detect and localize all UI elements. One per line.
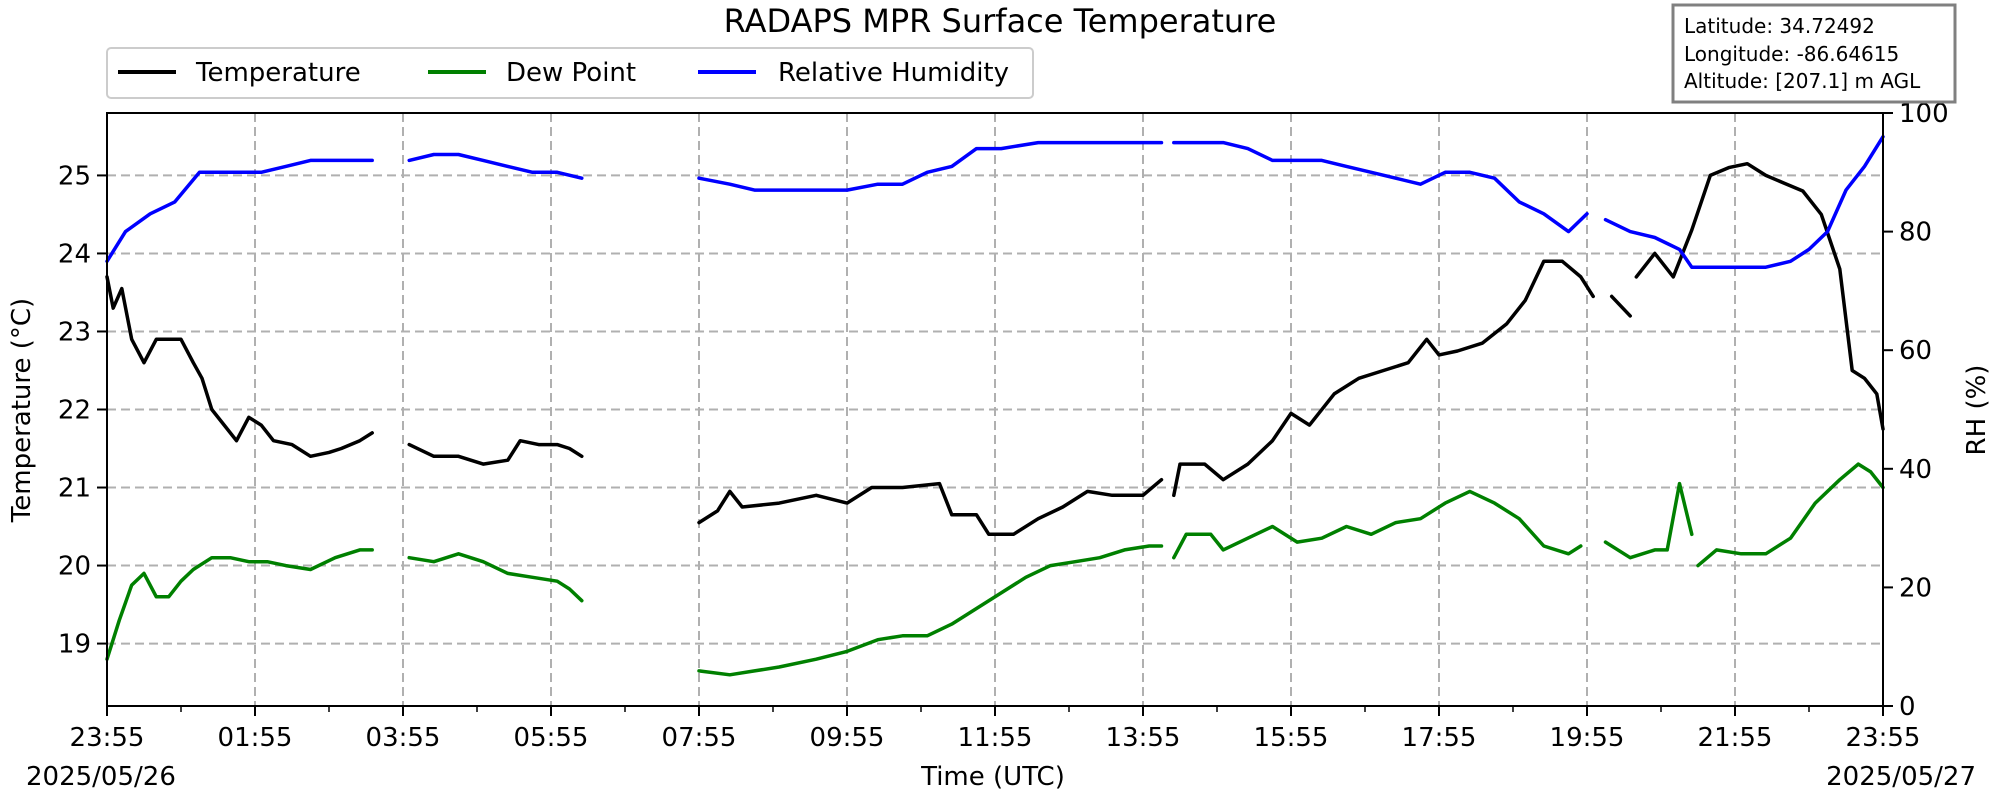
y-left-tick-label: 19 [58, 630, 91, 660]
series-line-temperature [1634, 161, 1885, 431]
x-tick-label: 11:55 [958, 723, 1033, 753]
series-line-dew-point [1603, 481, 1694, 560]
x-tick-label: 23:55 [1846, 723, 1921, 753]
series-line-temperature [697, 477, 1164, 537]
y-left-tick-label: 22 [58, 396, 91, 426]
legend-box [106, 47, 1034, 99]
x-tick-label: 19:55 [1550, 723, 1625, 753]
series-lines [105, 134, 1885, 677]
y-right-tick-label: 0 [1899, 692, 1916, 722]
station-info-box: Latitude: 34.72492 Longitude: -86.64615 … [1671, 3, 1957, 104]
x-tick-label: 23:55 [70, 723, 145, 753]
x-tick-label: 03:55 [366, 723, 441, 753]
legend-label-relative-humidity: Relative Humidity [778, 58, 1009, 88]
series-line-relative-humidity [697, 140, 1164, 192]
series-line-temperature [1172, 259, 1595, 498]
series-line-relative-humidity [1603, 134, 1885, 269]
x-tick-label: 09:55 [810, 723, 885, 753]
info-longitude: Longitude: -86.64615 [1684, 42, 1899, 66]
legend-label-temperature: Temperature [195, 58, 361, 88]
y-right-tick-label: 80 [1899, 218, 1932, 248]
series-line-temperature [407, 438, 584, 466]
x-tick-label: 17:55 [1402, 723, 1477, 753]
chart-title: RADAPS MPR Surface Temperature [724, 2, 1277, 40]
y-left-tick-label: 20 [58, 552, 91, 582]
y-right-tick-label: 20 [1899, 573, 1932, 603]
x-tick-label: 15:55 [1254, 723, 1329, 753]
x-tick-label: 13:55 [1106, 723, 1181, 753]
y-left-tick-label: 23 [58, 317, 91, 347]
series-line-relative-humidity [105, 158, 374, 264]
date-start-label: 2025/05/26 [26, 762, 176, 792]
series-line-relative-humidity [1172, 140, 1589, 234]
x-tick-label: 07:55 [662, 723, 737, 753]
y-right-tick-label: 100 [1899, 99, 1949, 129]
axis-ticks: 23:55 01:55 03:55 05:55 07:55 09:55 11:55 13:55… [58, 99, 1949, 753]
y-left-tick-label: 24 [58, 239, 91, 269]
legend-label-dew-point: Dew Point [506, 58, 636, 88]
series-line-temperature [105, 275, 374, 459]
y-left-tick-label: 25 [58, 161, 91, 191]
x-tick-label: 01:55 [218, 723, 293, 753]
x-tick-label: 05:55 [514, 723, 589, 753]
y-axis-left-label: Temperature (°C) [7, 298, 37, 523]
y-right-tick-label: 40 [1899, 455, 1932, 485]
x-axis-label: Time (UTC) [920, 762, 1065, 792]
series-line-dew-point [105, 548, 374, 661]
date-end-label: 2025/05/27 [1826, 762, 1976, 792]
series-line-dew-point [697, 544, 1164, 677]
grid-lines [107, 113, 1883, 706]
series-line-relative-humidity [407, 152, 584, 180]
series-line-dew-point [407, 552, 584, 603]
y-left-tick-label: 21 [58, 474, 91, 504]
y-right-tick-label: 60 [1899, 336, 1932, 366]
series-line-temperature [1609, 294, 1632, 318]
info-box-frame [1671, 3, 1957, 104]
info-latitude: Latitude: 34.72492 [1684, 14, 1875, 38]
y-axis-right-label: RH (%) [1962, 365, 1992, 456]
series-line-dew-point [1696, 462, 1885, 568]
info-altitude: Altitude: [207.1] m AGL [1684, 69, 1921, 93]
legend: Temperature Dew Point Relative Humidity [106, 47, 1034, 99]
series-line-dew-point [1172, 489, 1583, 560]
x-tick-label: 21:55 [1698, 723, 1773, 753]
